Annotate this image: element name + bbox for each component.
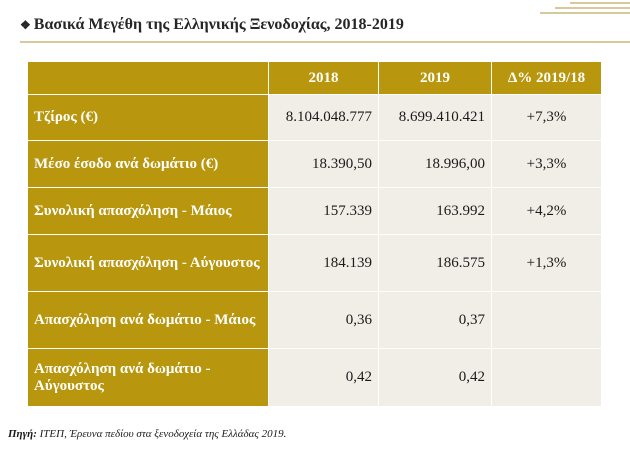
value-2019: 8.699.410.421	[379, 95, 492, 141]
source-note: Πηγή: ΙΤΕΠ, Έρευνα πεδίου στα ξενοδοχεία…	[8, 428, 286, 440]
table-row: Συνολική απασχόληση - Αύγουστος 184.139 …	[28, 235, 602, 292]
value-delta: +7,3%	[492, 95, 602, 141]
table-row: Συνολική απασχόληση - Μάιος 157.339 163.…	[28, 188, 602, 235]
row-label: Συνολική απασχόληση - Αύγουστος	[28, 235, 269, 292]
value-2019: 186.575	[379, 235, 492, 292]
source-label: Πηγή:	[8, 428, 37, 440]
hotel-stats-table: 2018 2019 Δ% 2019/18 Τζίρος (€) 8.104.04…	[28, 62, 602, 407]
value-2018: 184.139	[269, 235, 379, 292]
value-2018: 157.339	[269, 188, 379, 235]
diamond-bullet-icon: ❖	[20, 17, 31, 32]
slide-title: ❖ Βασικά Μεγέθη της Ελληνικής Ξενοδοχίας…	[20, 14, 404, 36]
table-row: Απασχόληση ανά δωμάτιο - Μάιος 0,36 0,37	[28, 292, 602, 349]
value-delta	[492, 292, 602, 349]
title-underline	[20, 41, 630, 43]
row-label: Τζίρος (€)	[28, 95, 269, 141]
header-delta: Δ% 2019/18	[492, 62, 602, 95]
value-delta: +4,2%	[492, 188, 602, 235]
value-2018: 8.104.048.777	[269, 95, 379, 141]
slide-title-text: Βασικά Μεγέθη της Ελληνικής Ξενοδοχίας, …	[33, 16, 404, 33]
value-2018: 0,36	[269, 292, 379, 349]
table-row: Μέσο έσοδο ανά δωμάτιο (€) 18.390,50 18.…	[28, 141, 602, 188]
decorative-corner-lines	[540, 0, 630, 20]
row-label: Απασχόληση ανά δωμάτιο - Αύγουστος	[28, 349, 269, 407]
row-label: Μέσο έσοδο ανά δωμάτιο (€)	[28, 141, 269, 188]
header-row: 2018 2019 Δ% 2019/18	[28, 62, 602, 95]
row-label: Συνολική απασχόληση - Μάιος	[28, 188, 269, 235]
value-2018: 0,42	[269, 349, 379, 407]
value-delta	[492, 349, 602, 407]
table-row: Απασχόληση ανά δωμάτιο - Αύγουστος 0,42 …	[28, 349, 602, 407]
value-2019: 0,42	[379, 349, 492, 407]
value-delta: +3,3%	[492, 141, 602, 188]
row-label: Απασχόληση ανά δωμάτιο - Μάιος	[28, 292, 269, 349]
value-2018: 18.390,50	[269, 141, 379, 188]
source-text: ΙΤΕΠ, Έρευνα πεδίου στα ξενοδοχεία της Ε…	[36, 428, 287, 440]
value-2019: 163.992	[379, 188, 492, 235]
header-2018: 2018	[269, 62, 379, 95]
value-delta: +1,3%	[492, 235, 602, 292]
header-2019: 2019	[379, 62, 492, 95]
value-2019: 18.996,00	[379, 141, 492, 188]
header-corner	[28, 62, 269, 95]
value-2019: 0,37	[379, 292, 492, 349]
table-row: Τζίρος (€) 8.104.048.777 8.699.410.421 +…	[28, 95, 602, 141]
